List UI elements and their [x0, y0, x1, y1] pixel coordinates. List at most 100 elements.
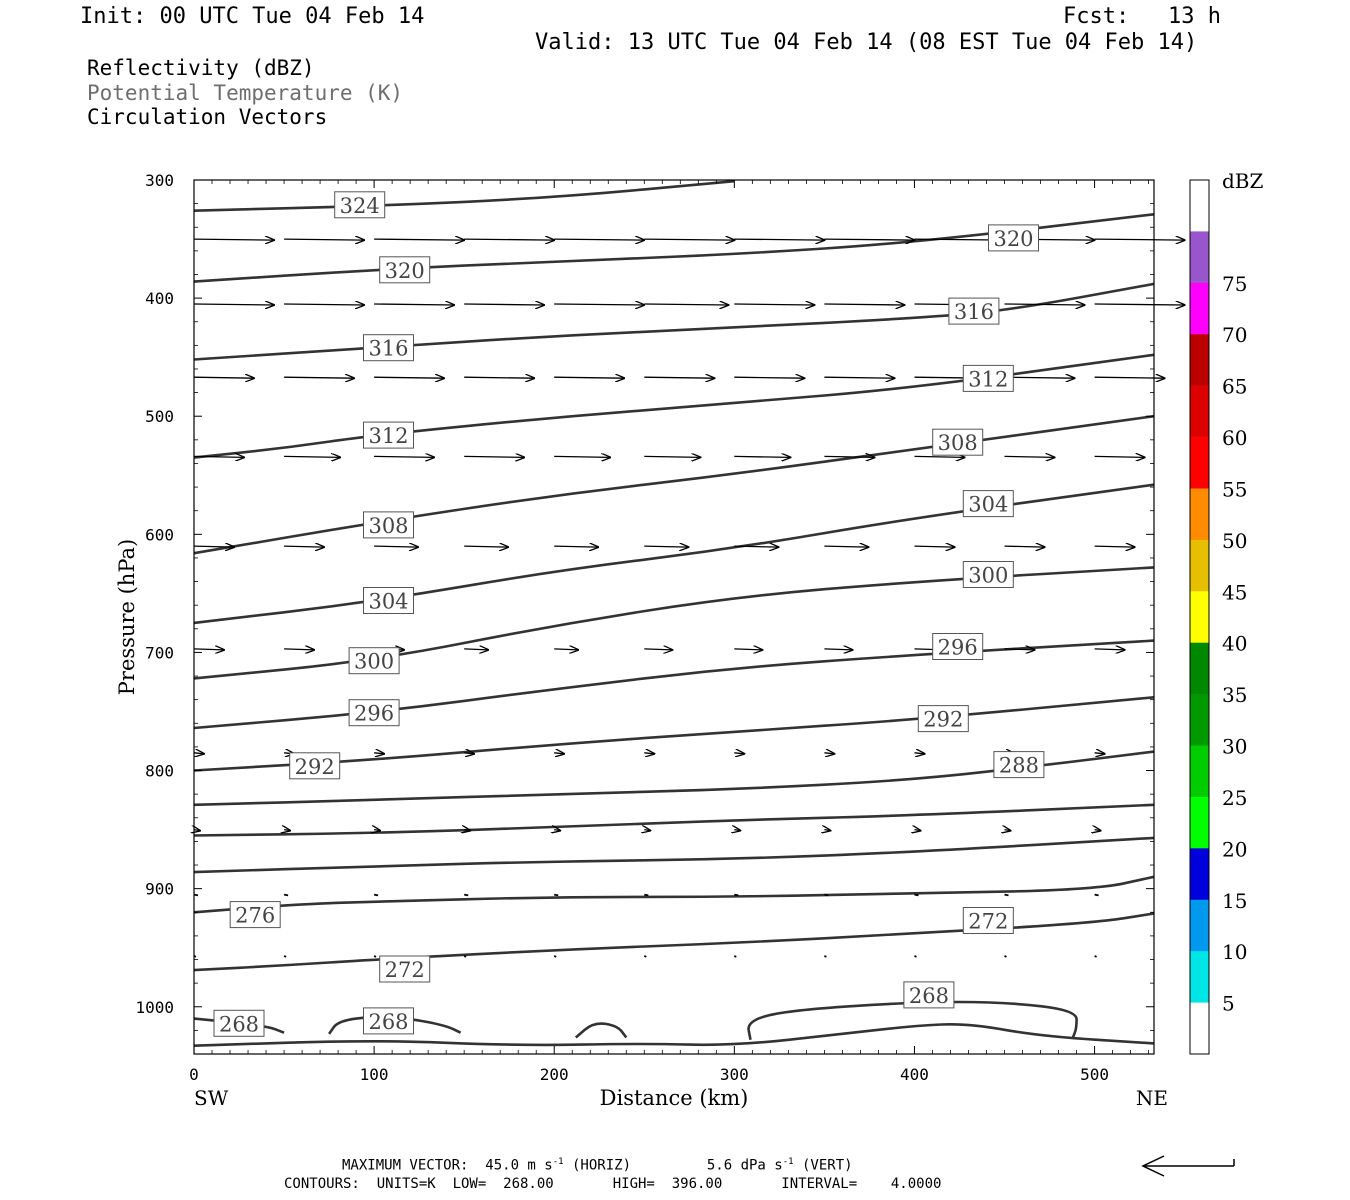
- contour-label-288-17: 288: [993, 751, 1045, 779]
- max-vector-line: MAXIMUM VECTOR: 45.0 m s-1 (HORIZ) 5.6 d…: [342, 1157, 853, 1174]
- contour-label-312-5: 312: [363, 421, 414, 449]
- isentrope-292-8: [193, 696, 1155, 772]
- isentrope-296-7: [193, 639, 1155, 730]
- vector-2-6: [734, 377, 804, 378]
- y-tick-label: 400: [145, 289, 174, 308]
- vector-5-1: [284, 649, 314, 650]
- vector-2-1: [284, 377, 354, 378]
- colorbar-level-label: 60: [1222, 426, 1247, 450]
- vector-7-3: [464, 830, 470, 831]
- contour-label-304-9: 304: [363, 587, 414, 614]
- vector-6-7: [824, 753, 834, 754]
- vector-0-10: [1094, 239, 1185, 240]
- vector-8-7: [824, 893, 829, 897]
- vector-9-4: [553, 955, 557, 958]
- contour-label-text: 288: [999, 754, 1039, 778]
- vector-4-10: [1094, 546, 1135, 547]
- isentrope-276-12: [193, 875, 1155, 914]
- contour-label-text: 268: [368, 1010, 408, 1034]
- colorbar-segment: [1190, 642, 1209, 695]
- contour-label-304-10: 304: [962, 490, 1014, 518]
- vector-8-10: [1094, 893, 1099, 897]
- contour-label-text: 276: [235, 904, 275, 928]
- isentrope-304-5: [193, 483, 1155, 625]
- vector-5-10: [1094, 649, 1125, 650]
- vector-9-9: [1004, 955, 1007, 958]
- vector-6-8: [914, 753, 925, 754]
- y-tick-label: 300: [145, 171, 174, 190]
- vector-4-9: [1004, 546, 1045, 547]
- vector-6-3: [464, 753, 474, 754]
- vector-6-0: [193, 753, 204, 754]
- vector-7-0: [194, 830, 200, 831]
- colorbar-level-label: 25: [1222, 786, 1247, 810]
- contour-label-316-3: 316: [363, 334, 414, 362]
- valid-time: Valid: 13 UTC Tue 04 Feb 14 (08 EST Tue …: [535, 30, 1198, 55]
- colorbar-segment: [1190, 745, 1209, 798]
- vector-2-9: [1004, 377, 1075, 378]
- x-tick-label: 0: [189, 1065, 199, 1084]
- vector-9-10: [1094, 955, 1097, 958]
- y-tick-label: 1000: [135, 998, 174, 1017]
- vector-9-8: [914, 955, 917, 958]
- vector-8-4: [554, 893, 559, 897]
- x-axis-label: Distance (km): [600, 1086, 749, 1110]
- vector-6-5: [644, 753, 654, 754]
- vector-0-2: [374, 239, 464, 240]
- colorbar-segment: [1190, 385, 1209, 438]
- isentrope-280-11: [193, 836, 1155, 874]
- contour-label-308-7: 308: [363, 511, 414, 539]
- vector-8-2: [373, 893, 379, 897]
- vector-4-0: [193, 546, 234, 547]
- colorbar-level-label: 5: [1222, 992, 1235, 1016]
- contour-label-text: 292: [295, 755, 335, 779]
- vector-2-5: [644, 377, 714, 378]
- contour-label-layer: 324 320 320 316 316 312 312 308 308 304 304 300 300 2…: [213, 191, 1045, 1037]
- contour-label-324-0: 324: [334, 191, 386, 219]
- vector-8-5: [644, 893, 649, 897]
- contour-label-320-1: 320: [379, 256, 431, 284]
- vector-5-7: [824, 649, 852, 650]
- colorbar-level-label: 70: [1222, 323, 1247, 347]
- vector-3-2: [374, 456, 434, 457]
- contour-label-text: 268: [219, 1012, 259, 1036]
- contour-label-300-11: 300: [348, 647, 400, 675]
- vector-3-4: [554, 456, 610, 457]
- vector-7-8: [915, 830, 921, 831]
- vector-2-7: [824, 377, 894, 378]
- vector-1-3: [464, 304, 544, 305]
- colorbar-segment: [1190, 796, 1209, 849]
- vector-0-0: [193, 239, 274, 240]
- contour-label-292-16: 292: [917, 705, 969, 733]
- legend-circulation-vectors: Circulation Vectors: [87, 105, 328, 129]
- vector-0-5: [644, 239, 734, 240]
- colorbar-segment: [1190, 180, 1209, 232]
- isentrope-312-3: [193, 353, 1155, 459]
- vector-6-2: [374, 753, 384, 754]
- reference-vector-arrow: [1141, 1155, 1235, 1177]
- vector-8-6: [734, 893, 739, 897]
- contour-label-308-8: 308: [932, 428, 984, 456]
- y-axis-label: Pressure (hPa): [115, 539, 139, 695]
- vector-0-4: [554, 239, 644, 240]
- contour-label-text: 308: [938, 431, 978, 455]
- contour-label-text: 308: [368, 514, 408, 538]
- vector-7-2: [374, 830, 380, 831]
- y-tick-label: 500: [145, 407, 174, 426]
- legend-reflectivity: Reflectivity (dBZ): [87, 56, 315, 80]
- vector-1-2: [374, 304, 454, 305]
- vector-0-1: [284, 239, 364, 240]
- vector-1-7: [824, 304, 904, 305]
- vector-7-10: [1095, 830, 1101, 831]
- colorbar-level-label: 10: [1222, 940, 1247, 964]
- vector-9-7: [824, 955, 827, 958]
- contour-label-312-6: 312: [962, 364, 1014, 392]
- vector-5-3: [464, 649, 488, 650]
- vector-3-10: [1094, 456, 1145, 457]
- colorbar-segment: [1190, 539, 1209, 592]
- contour-label-272-20: 272: [962, 907, 1014, 934]
- vector-2-4: [554, 377, 624, 378]
- contour-label-text: 312: [968, 367, 1008, 391]
- contour-label-text: 304: [368, 590, 408, 614]
- contour-label-text: 304: [968, 493, 1008, 517]
